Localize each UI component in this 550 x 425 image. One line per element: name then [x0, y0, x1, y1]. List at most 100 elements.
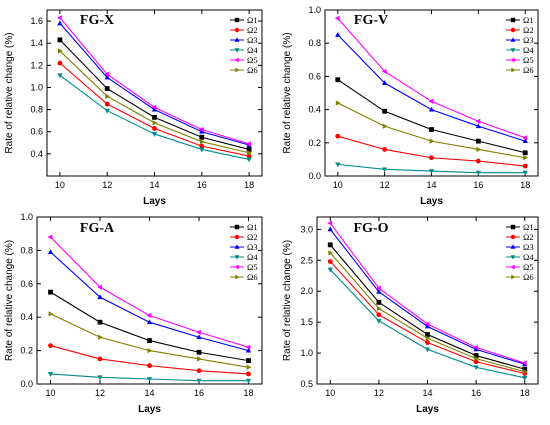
- data-point: [522, 366, 528, 372]
- data-point: [522, 150, 528, 156]
- data-point: [327, 226, 333, 232]
- y-tick-label: 0.4: [20, 312, 33, 322]
- legend-label: Ω1: [247, 222, 258, 232]
- legend-marker: [511, 67, 516, 73]
- x-tick-label: 18: [244, 180, 254, 190]
- x-axis-label: Lays: [138, 404, 161, 415]
- data-point: [522, 138, 528, 144]
- y-tick-label: 1.6: [30, 16, 43, 26]
- legend-marker: [234, 27, 240, 33]
- chart-panel-fg-v: 10 12 14 16 18 0.0 0.2 0.4 0.6 0.8 1.0 Lays Rate of …: [282, 5, 539, 207]
- y-tick-label: 1.0: [300, 348, 313, 358]
- data-point: [522, 375, 528, 381]
- data-point: [199, 147, 205, 153]
- legend-label: Ω6: [247, 272, 258, 282]
- data-point: [199, 143, 205, 149]
- x-tick-label: 10: [45, 388, 55, 398]
- legend-marker: [234, 48, 240, 53]
- data-point: [98, 334, 103, 340]
- data-point: [151, 104, 157, 111]
- data-point: [429, 138, 435, 144]
- data-point: [57, 15, 62, 21]
- data-point: [523, 155, 529, 161]
- data-point: [105, 93, 111, 99]
- plot-frame: [46, 9, 263, 177]
- data-point: [146, 312, 152, 319]
- data-point: [382, 80, 388, 85]
- y-tick-label: 0.6: [20, 279, 33, 289]
- data-point: [57, 48, 63, 54]
- legend-label: Ω3: [523, 35, 534, 45]
- legend-label: Ω2: [523, 232, 534, 242]
- data-point: [104, 108, 110, 114]
- panel-title: FG-X: [80, 13, 114, 28]
- data-point: [198, 126, 204, 133]
- data-point: [429, 155, 434, 161]
- legend-marker: [234, 255, 240, 260]
- x-tick-label: 12: [102, 180, 112, 190]
- data-point: [147, 347, 153, 354]
- legend-marker: [234, 234, 240, 240]
- data-point: [335, 100, 341, 106]
- y-tick-label: 0.0: [308, 171, 321, 181]
- y-tick-label: 1.0: [30, 82, 43, 92]
- data-point: [475, 138, 481, 144]
- chart-panel-fg-x: 10 12 14 16 18 0.4 0.6 0.8 1.0 1.2 1.4 1.6 Lays Rate …: [4, 9, 263, 207]
- data-point: [382, 123, 388, 129]
- data-point: [522, 163, 528, 169]
- y-tick-label: 0.6: [30, 127, 43, 137]
- data-point: [48, 343, 53, 348]
- data-point: [247, 150, 252, 156]
- data-point: [475, 170, 481, 176]
- data-point: [97, 319, 103, 325]
- data-point: [196, 329, 201, 335]
- legend-label: Ω6: [523, 272, 534, 282]
- data-point: [245, 344, 251, 350]
- data-point: [376, 312, 382, 318]
- data-point: [425, 332, 430, 337]
- plot-frame: [36, 216, 263, 385]
- data-point: [522, 135, 528, 141]
- x-tick-label: 14: [144, 388, 154, 398]
- data-point: [475, 123, 481, 129]
- data-point: [376, 285, 381, 291]
- data-point: [57, 20, 63, 26]
- x-tick-label: 14: [426, 180, 436, 190]
- x-tick-label: 18: [520, 388, 530, 398]
- data-point: [246, 157, 252, 163]
- data-point: [48, 311, 54, 317]
- legend-marker: [510, 234, 516, 240]
- x-tick-label: 18: [520, 180, 530, 190]
- data-point: [104, 86, 110, 91]
- legend-marker: [510, 48, 516, 53]
- y-tick-label: 0.5: [300, 379, 313, 389]
- data-point: [382, 108, 388, 114]
- y-tick-label: 1.4: [30, 38, 43, 48]
- y-axis-label: Rate of relative change (%): [4, 240, 15, 361]
- legend-label: Ω1: [247, 15, 258, 25]
- data-point: [335, 32, 341, 37]
- data-point: [246, 147, 252, 152]
- data-point: [522, 368, 528, 375]
- legend-marker: [510, 244, 516, 249]
- data-point: [147, 338, 152, 343]
- data-point: [429, 127, 434, 132]
- legend-marker: [510, 264, 515, 270]
- legend-marker: [510, 57, 515, 63]
- data-point: [57, 60, 63, 66]
- data-point: [97, 375, 103, 381]
- x-tick-label: 14: [149, 180, 159, 190]
- y-axis-label: Rate of relative change (%): [4, 32, 15, 153]
- legend-label: Ω6: [523, 65, 534, 75]
- y-tick-label: 0.8: [308, 38, 321, 48]
- x-tick-label: 16: [473, 180, 483, 190]
- data-point: [376, 318, 382, 324]
- data-point: [146, 319, 153, 325]
- y-tick-label: 0.2: [308, 138, 321, 148]
- legend-marker: [235, 67, 240, 73]
- data-point: [382, 147, 388, 152]
